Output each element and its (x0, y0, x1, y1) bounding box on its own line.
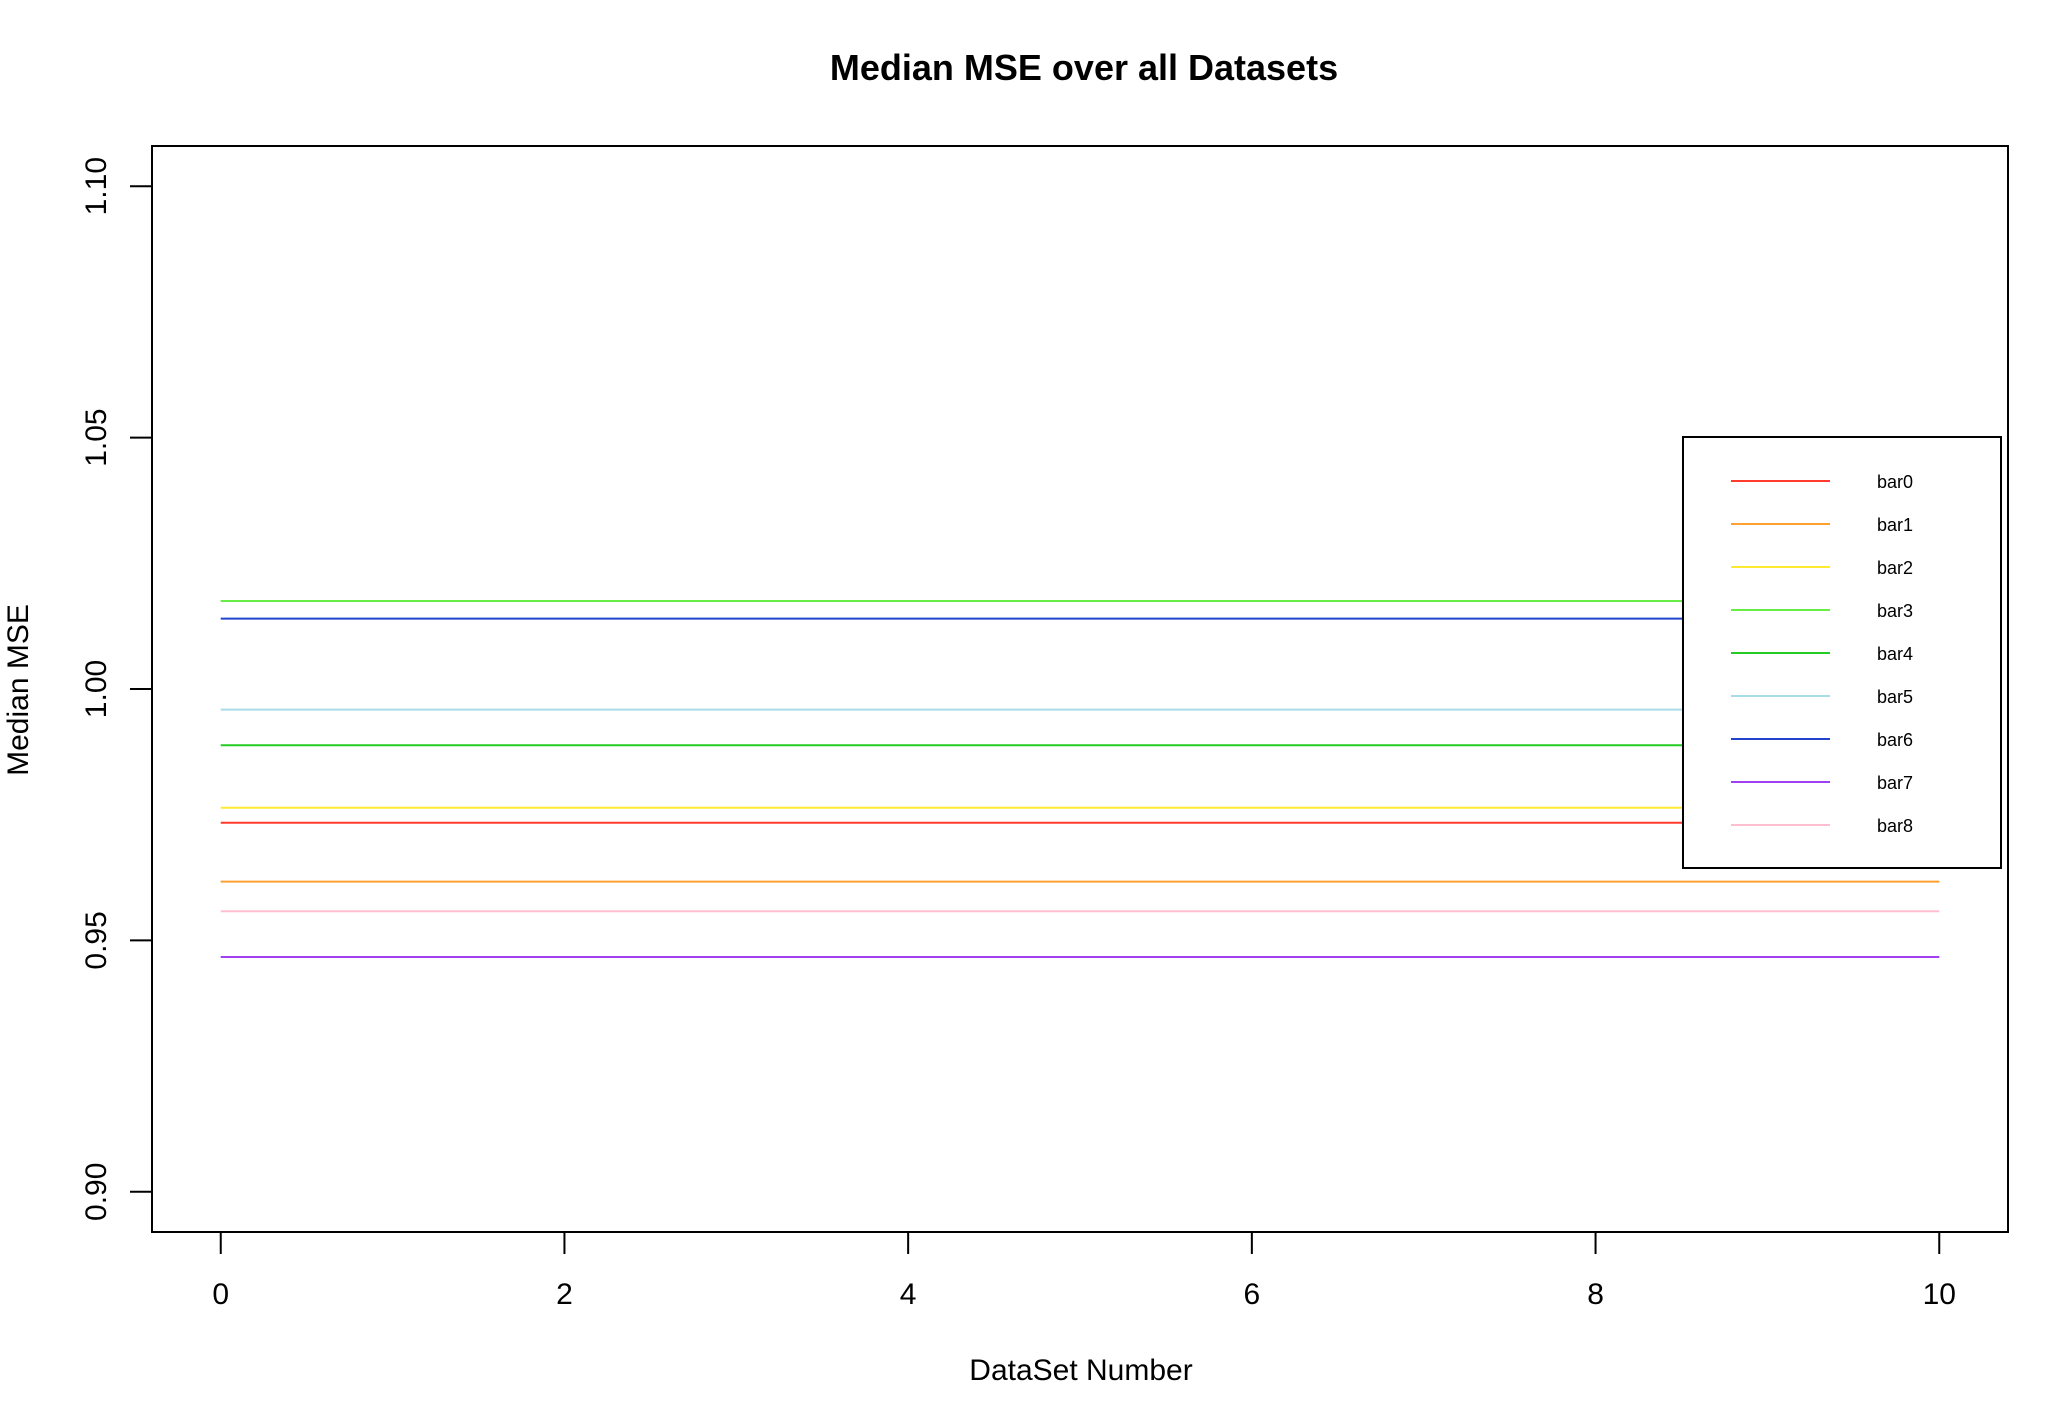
x-tick-label: 2 (556, 1278, 573, 1311)
x-tick-label: 4 (900, 1278, 917, 1311)
legend-label: bar2 (1877, 558, 1913, 578)
legend-item-bar1: bar1 (1731, 515, 1913, 535)
series-lines (220, 600, 1940, 958)
y-tick-label: 0.95 (80, 911, 113, 969)
x-tick-label: 0 (212, 1278, 229, 1311)
legend-item-bar4: bar4 (1731, 644, 1913, 664)
y-tick-label: 0.90 (80, 1163, 113, 1221)
x-tick-label: 6 (1244, 1278, 1261, 1311)
legend-items: bar0 bar1 bar2 bar3 bar4 bar5 bar6 bar7 bar8 (1731, 472, 1913, 836)
y-axis: 0.90 0.95 1.00 1.05 1.10 (80, 157, 153, 1221)
x-axis: 0 2 4 6 8 10 (212, 1231, 1956, 1311)
legend-label: bar7 (1877, 773, 1913, 793)
y-tick-label: 1.05 (80, 408, 113, 466)
legend: bar0 bar1 bar2 bar3 bar4 bar5 bar6 bar7 bar8 (1682, 436, 2002, 869)
chart-title: Median MSE over all Datasets (830, 47, 1338, 88)
legend-item-bar0: bar0 (1731, 472, 1913, 492)
legend-item-bar7: bar7 (1731, 773, 1913, 793)
legend-label: bar6 (1877, 730, 1913, 750)
y-axis-label: Median MSE (2, 604, 35, 776)
legend-label: bar0 (1877, 472, 1913, 492)
legend-item-bar6: bar6 (1731, 730, 1913, 750)
y-tick-label: 1.10 (80, 157, 113, 215)
legend-label: bar3 (1877, 601, 1913, 621)
legend-item-bar5: bar5 (1731, 687, 1913, 707)
legend-label: bar8 (1877, 816, 1913, 836)
x-axis-label: DataSet Number (969, 1354, 1192, 1387)
y-tick-label: 1.00 (80, 660, 113, 718)
legend-label: bar5 (1877, 687, 1913, 707)
legend-item-bar2: bar2 (1731, 558, 1913, 578)
legend-label: bar4 (1877, 644, 1913, 664)
x-tick-label: 8 (1587, 1278, 1604, 1311)
legend-item-bar3: bar3 (1731, 601, 1913, 621)
legend-label: bar1 (1877, 515, 1913, 535)
x-tick-label: 10 (1923, 1278, 1956, 1311)
legend-item-bar8: bar8 (1731, 816, 1913, 836)
legend-box (1682, 436, 2002, 869)
